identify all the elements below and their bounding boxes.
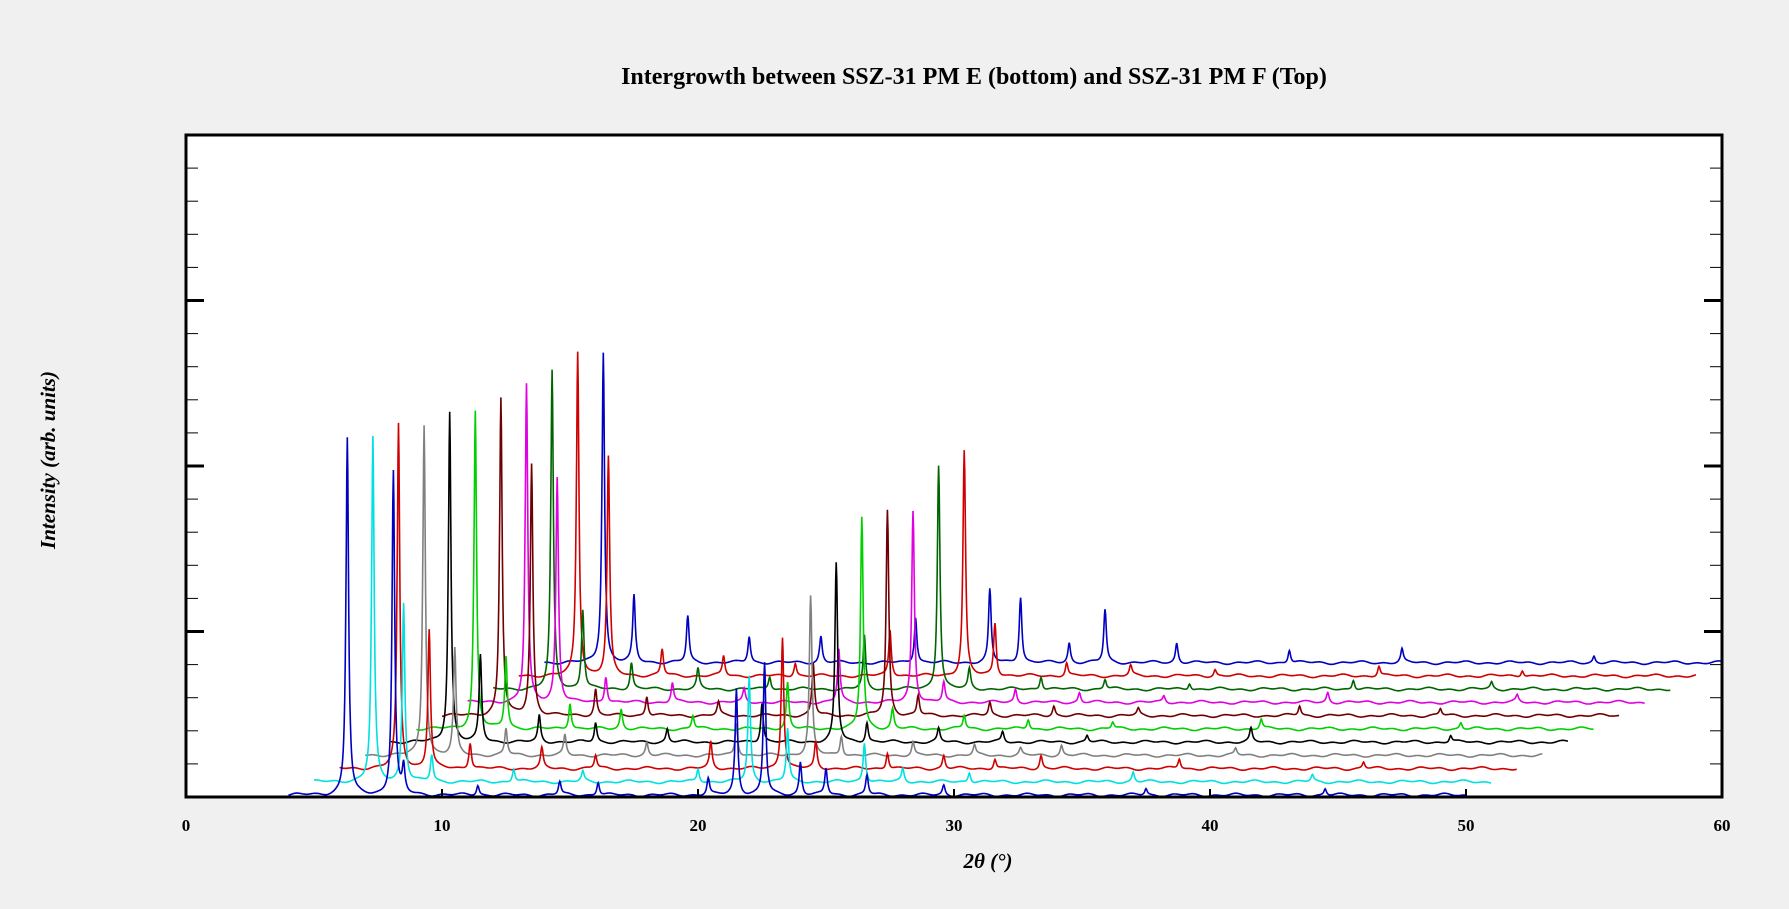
x-tick-label: 20 <box>690 816 707 835</box>
x-axis-label: 2θ (°) <box>962 849 1012 873</box>
plot-frame <box>184 133 1724 799</box>
x-tick-label: 0 <box>182 816 191 835</box>
series-line-6 <box>416 410 1594 732</box>
series-layer <box>288 351 1722 798</box>
x-tick-label: 50 <box>1458 816 1475 835</box>
x-tick-label: 30 <box>946 816 963 835</box>
series-line-3 <box>339 422 1517 772</box>
series-line-7 <box>441 397 1620 719</box>
series-line-4 <box>365 425 1543 758</box>
series-line-9 <box>493 369 1671 692</box>
series-line-11 <box>544 352 1722 666</box>
x-tick-label: 40 <box>1202 816 1219 835</box>
y-axis-label: Intensity (arb. units) <box>36 371 60 550</box>
series-line-10 <box>518 351 1697 679</box>
series-line-8 <box>467 383 1645 705</box>
series-line-2 <box>313 435 1492 785</box>
plot-area <box>186 135 1722 797</box>
x-tick-label: 60 <box>1714 816 1731 835</box>
series-line-5 <box>390 411 1569 745</box>
chart-title: Intergrowth between SSZ-31 PM E (bottom)… <box>621 64 1327 90</box>
x-tick-label: 10 <box>434 816 451 835</box>
